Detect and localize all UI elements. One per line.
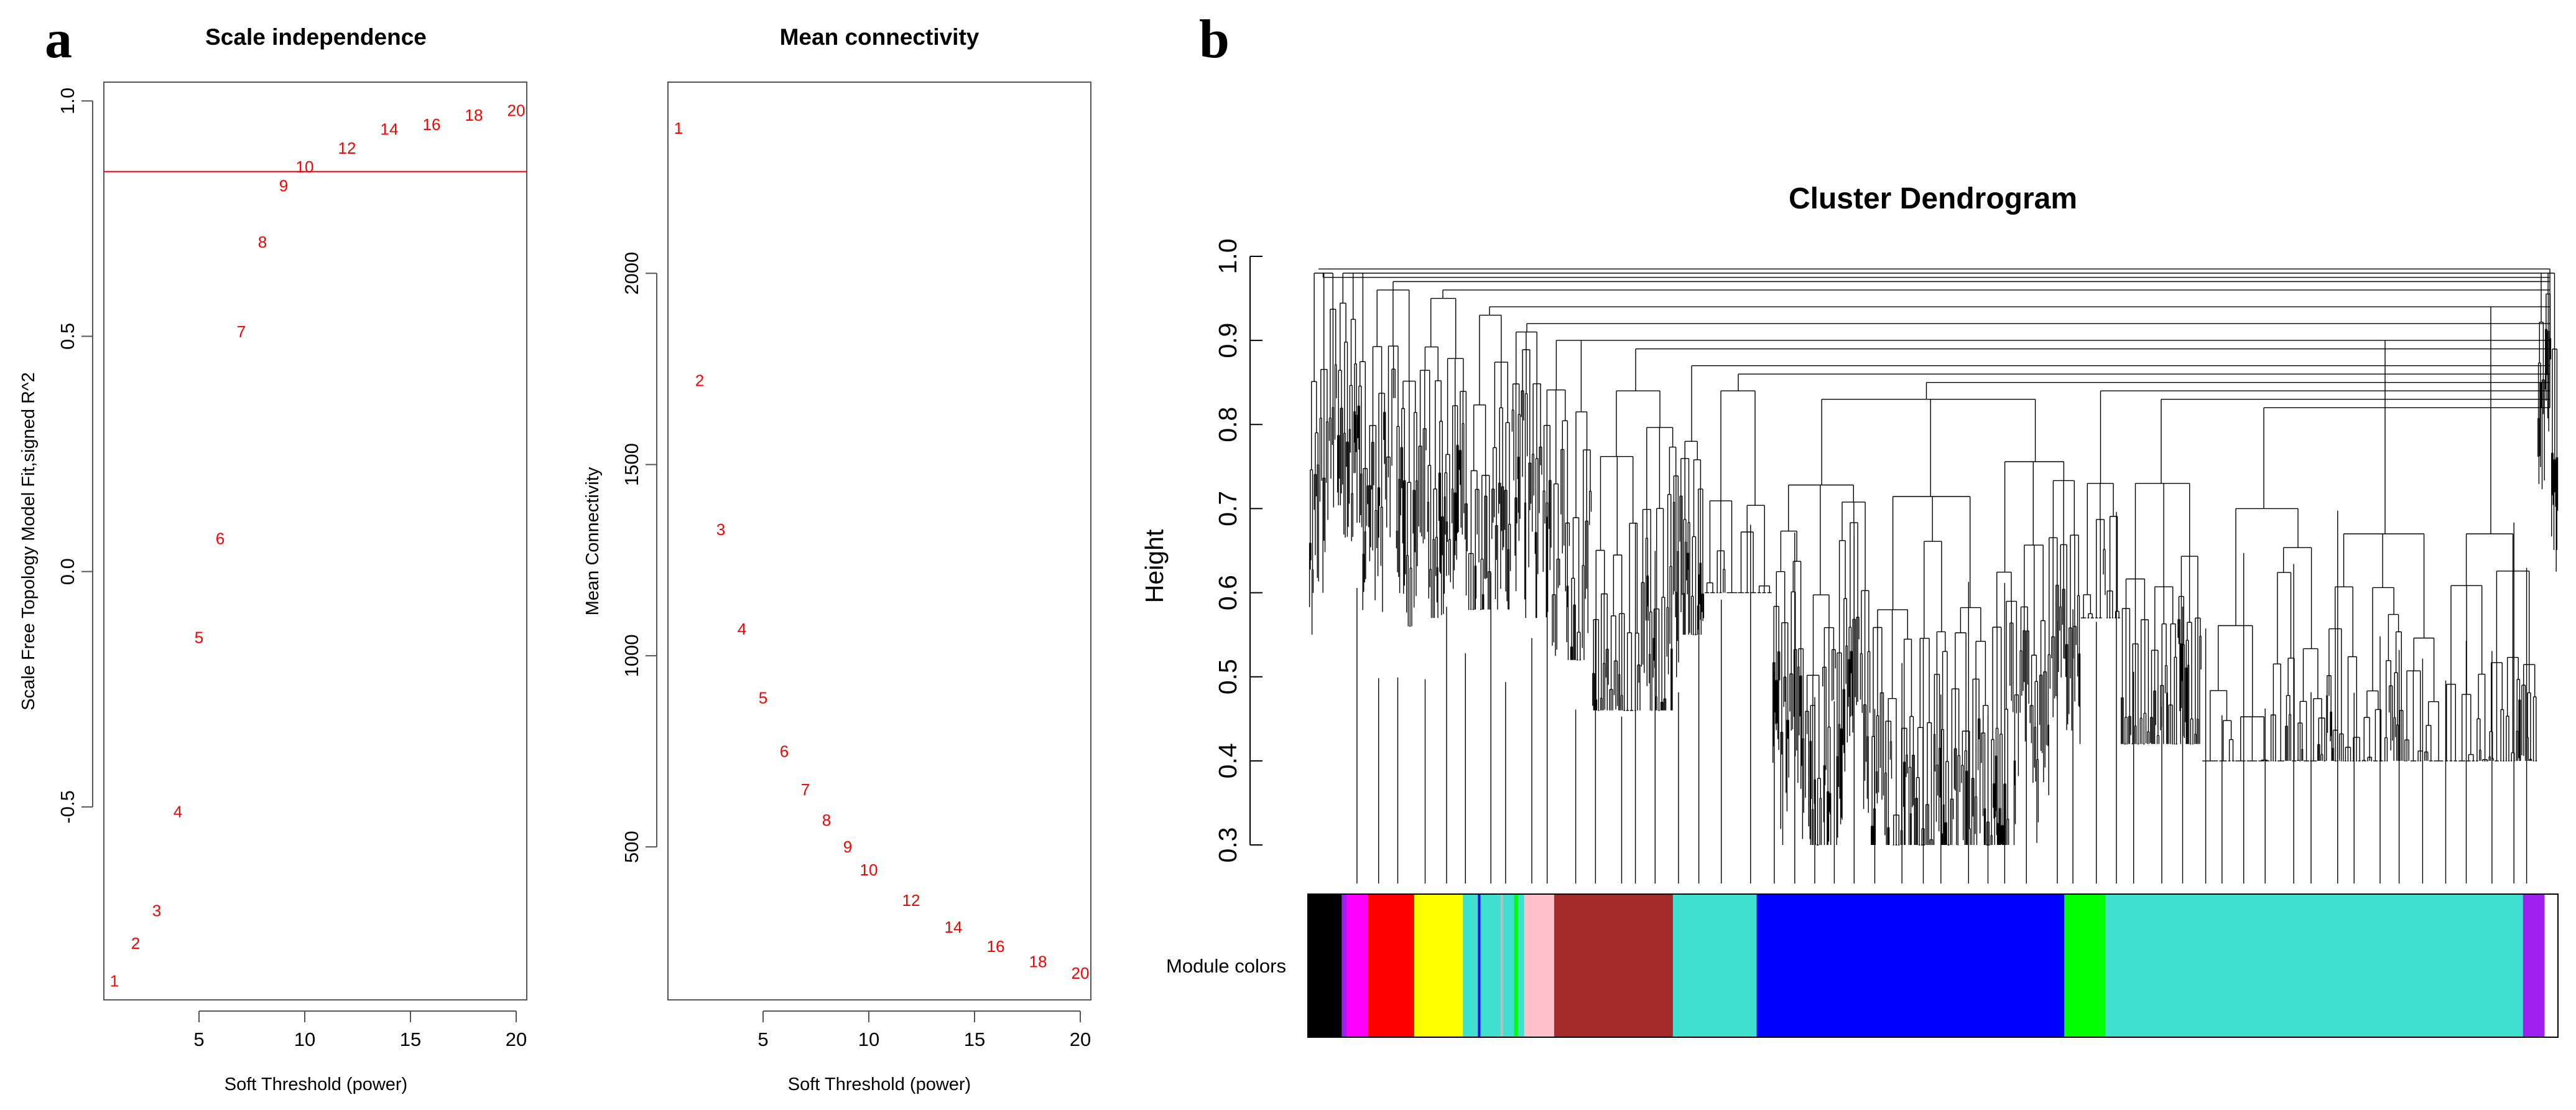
x-axis-label: Soft Threshold (power) bbox=[788, 1075, 971, 1094]
height-tick-label: 0.4 bbox=[1213, 743, 1242, 778]
y-tick-label: 1.0 bbox=[57, 88, 78, 114]
module-color-segment bbox=[1341, 894, 1347, 1037]
cluster-dendrogram-chart: Cluster Dendrogram 0.3 0.4 0.5 0.6 0.7 0.8 0.9… bbox=[1140, 182, 2559, 1038]
data-point: 2 bbox=[131, 934, 140, 953]
x-tick-label: 10 bbox=[294, 1028, 315, 1050]
scale-independence-title: Scale independence bbox=[205, 24, 427, 50]
module-color-segment bbox=[2064, 894, 2106, 1037]
data-point: 12 bbox=[338, 139, 356, 157]
data-point: 12 bbox=[902, 891, 920, 910]
data-point: 18 bbox=[465, 106, 483, 124]
data-point: 6 bbox=[216, 529, 225, 548]
data-point: 7 bbox=[801, 780, 810, 799]
module-color-bar-border bbox=[1307, 893, 2559, 1038]
dendrogram-tree bbox=[1309, 268, 2559, 884]
module-color-segment bbox=[1463, 894, 1478, 1037]
data-point: 16 bbox=[987, 937, 1005, 956]
module-color-segment bbox=[2523, 894, 2545, 1037]
x-tick-label: 5 bbox=[193, 1028, 204, 1050]
panel-label-b: b bbox=[1199, 9, 1230, 70]
mean-connectivity-chart: Mean connectivity 5 10 15 20 50010001500200… bbox=[583, 24, 1091, 1094]
module-color-segment bbox=[1756, 894, 2065, 1037]
data-point: 20 bbox=[1072, 964, 1090, 982]
y-tick-label: -0.5 bbox=[57, 790, 78, 823]
data-point: 2 bbox=[695, 371, 704, 389]
x-tick-label: 20 bbox=[1070, 1028, 1091, 1050]
x-tick-label: 10 bbox=[858, 1028, 879, 1050]
data-point: 1 bbox=[110, 972, 119, 991]
height-tick-label: 0.7 bbox=[1213, 491, 1242, 526]
module-color-bar bbox=[1308, 894, 2545, 1037]
y-tick-label: 1500 bbox=[621, 443, 642, 486]
data-point: 20 bbox=[507, 101, 526, 119]
data-point: 1 bbox=[674, 119, 683, 138]
height-tick-label: 0.5 bbox=[1213, 659, 1242, 694]
y-axis-label: Mean Connectivity bbox=[583, 467, 603, 615]
module-color-segment bbox=[1514, 894, 1519, 1037]
module-color-segment bbox=[1346, 894, 1369, 1037]
y-tick-label: 500 bbox=[621, 831, 642, 863]
data-point: 7 bbox=[237, 322, 246, 341]
module-color-segment bbox=[1414, 894, 1463, 1037]
data-point: 18 bbox=[1029, 953, 1047, 971]
height-tick-label: 0.8 bbox=[1213, 407, 1242, 442]
data-point: 5 bbox=[195, 628, 203, 647]
x-tick-label: 15 bbox=[964, 1028, 985, 1050]
y-tick-label: 2000 bbox=[621, 252, 642, 295]
y-tick-label: 0.0 bbox=[57, 558, 78, 585]
y-axis-label: Scale Free Topology Model Fit,signed R^2 bbox=[19, 372, 39, 710]
height-axis-label: Height bbox=[1140, 529, 1169, 603]
scale-independence-chart: Scale independence 5 10 15 20 -0.50.00.51.0… bbox=[19, 24, 527, 1094]
panel-label-a: a bbox=[45, 9, 72, 70]
data-point: 10 bbox=[296, 157, 314, 176]
module-color-segment bbox=[1517, 894, 1525, 1037]
data-point: 10 bbox=[860, 860, 878, 879]
data-point: 9 bbox=[279, 176, 288, 195]
module-color-segment bbox=[1672, 894, 1758, 1037]
data-point: 4 bbox=[738, 620, 746, 638]
data-point: 8 bbox=[258, 233, 267, 251]
data-point: 14 bbox=[945, 918, 963, 936]
height-tick-label: 0.3 bbox=[1213, 828, 1242, 863]
data-point: 5 bbox=[759, 688, 767, 707]
x-tick-label: 15 bbox=[400, 1028, 421, 1050]
x-tick-label: 20 bbox=[506, 1028, 527, 1050]
data-point: 8 bbox=[822, 811, 831, 829]
height-tick-label: 0.6 bbox=[1213, 575, 1242, 610]
y-tick-label: 0.5 bbox=[57, 323, 78, 350]
module-color-segment bbox=[1478, 894, 1481, 1037]
data-point: 4 bbox=[174, 802, 182, 821]
dendrogram-title: Cluster Dendrogram bbox=[1789, 182, 2077, 215]
module-colors-label: Module colors bbox=[1166, 955, 1286, 977]
x-tick-label: 5 bbox=[758, 1028, 768, 1050]
data-point: 3 bbox=[152, 901, 161, 920]
data-point: 14 bbox=[381, 120, 399, 139]
plot-box bbox=[103, 82, 527, 1000]
x-axis-label: Soft Threshold (power) bbox=[225, 1075, 407, 1094]
data-point: 3 bbox=[716, 520, 725, 539]
mean-connectivity-title: Mean connectivity bbox=[780, 24, 980, 50]
dendrogram-branches bbox=[1309, 268, 2559, 884]
module-color-segment bbox=[1554, 894, 1674, 1037]
y-tick-label: 1000 bbox=[621, 634, 642, 677]
module-color-segment bbox=[1503, 894, 1515, 1037]
plot-box bbox=[667, 82, 1091, 1000]
data-point: 16 bbox=[423, 115, 441, 134]
module-color-segment bbox=[1500, 894, 1504, 1037]
module-color-segment bbox=[2105, 894, 2524, 1037]
module-color-segment bbox=[1308, 894, 1342, 1037]
data-point: 9 bbox=[843, 837, 852, 856]
height-tick-label: 1.0 bbox=[1213, 239, 1242, 274]
data-point: 6 bbox=[780, 742, 789, 761]
height-tick-label: 0.9 bbox=[1213, 323, 1242, 358]
module-color-segment bbox=[1368, 894, 1415, 1037]
module-color-segment bbox=[1524, 894, 1555, 1037]
module-color-segment bbox=[1480, 894, 1501, 1037]
